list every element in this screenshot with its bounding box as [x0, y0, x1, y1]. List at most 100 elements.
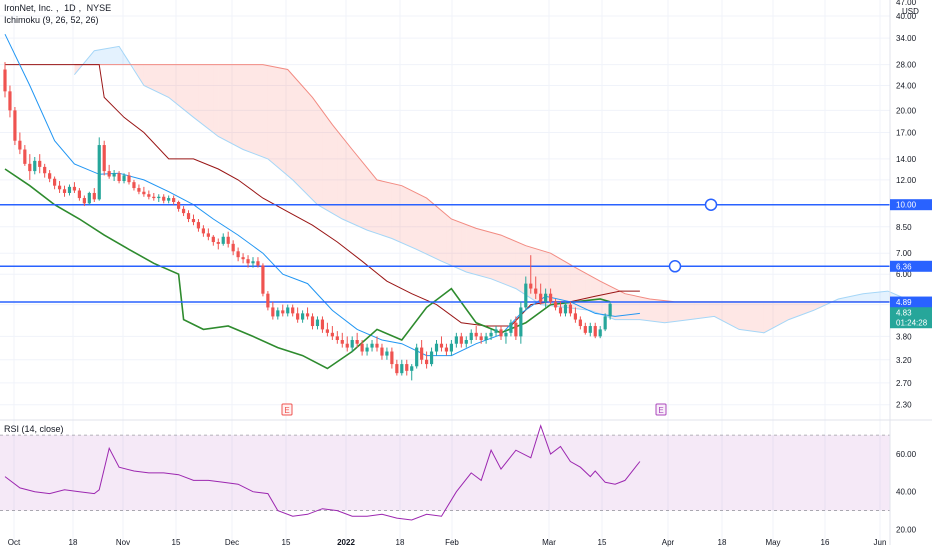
cloud-segment — [148, 64, 154, 91]
cloud-segment — [367, 166, 373, 232]
candle-body — [573, 313, 577, 320]
candle-body — [67, 186, 72, 193]
price-tick-label: 3.80 — [896, 332, 912, 341]
candle-body — [72, 186, 77, 191]
cloud-segment — [510, 239, 516, 289]
cloud-segment — [386, 182, 392, 239]
candle-body — [201, 228, 205, 234]
price-label-text: 10.00 — [896, 201, 917, 210]
time-tick-label: Nov — [116, 538, 130, 547]
candle-body — [395, 364, 399, 374]
price-tick-label: 20.00 — [896, 106, 917, 115]
candle-body — [420, 347, 424, 360]
price-tick-label: 3.20 — [896, 356, 912, 365]
cloud-segment — [332, 124, 338, 217]
symbol-name[interactable]: IronNet, Inc. — [4, 3, 54, 13]
candle-body — [266, 293, 270, 308]
candle-body — [479, 336, 483, 341]
cloud-segment — [461, 222, 467, 272]
cloud-segment — [694, 301, 700, 319]
cloud-segment — [634, 295, 640, 320]
cloud-segment — [411, 190, 417, 250]
candle-body — [355, 340, 359, 344]
candles — [3, 62, 612, 381]
cloud-segment — [877, 291, 883, 302]
cloud-segment — [178, 64, 184, 110]
cloud-segment — [679, 301, 685, 321]
candle-body — [415, 347, 419, 367]
cloud-segment — [858, 293, 864, 302]
candle-body — [102, 145, 106, 172]
cloud-segment — [540, 250, 546, 306]
candle-body — [305, 313, 310, 317]
price-tick-label: 2.30 — [896, 401, 912, 410]
rsi-legend[interactable]: RSI (14, close) — [4, 424, 64, 434]
cloud-segment — [496, 233, 501, 283]
cloud-segment — [431, 201, 437, 259]
cloud-segment — [639, 296, 645, 321]
candle-body — [276, 310, 280, 317]
candle-body — [370, 343, 374, 348]
candle-body — [539, 293, 543, 302]
cloud-segment — [208, 64, 214, 133]
level-handle — [668, 260, 682, 273]
cloud-segment — [89, 50, 95, 65]
candle-body — [499, 329, 503, 337]
cloud-segment — [297, 79, 303, 190]
cloud-segment — [620, 291, 625, 320]
interval-label[interactable]: 1D — [64, 3, 76, 13]
price-label-box — [890, 260, 932, 272]
rsi-tick-label: 60.00 — [896, 450, 917, 459]
candle-body — [474, 332, 478, 337]
price-label-box — [890, 296, 932, 308]
cloud-segment — [302, 85, 308, 195]
price-tick-label: 12.00 — [896, 176, 917, 185]
candle-body — [38, 160, 42, 167]
rsi-pane: 60.00 40.00 20.00 — [0, 419, 932, 534]
time-axis[interactable]: Oct 18 Nov 15 Dec 15 2022 18 Feb Mar 15 Apr 18 May 16 J… — [8, 538, 887, 547]
cloud-segment — [853, 294, 859, 302]
cloud-segment — [739, 301, 745, 331]
horizontal-levels[interactable] — [0, 198, 890, 303]
candle-body — [132, 182, 136, 189]
cloud-segment — [659, 300, 665, 323]
cloud-segment — [481, 229, 487, 278]
cloud-segment — [545, 251, 551, 306]
candle-body — [62, 189, 67, 193]
price-label-text: 4.83 — [896, 309, 912, 318]
candle-body — [454, 336, 458, 344]
cloud-segment — [223, 64, 229, 142]
cloud-segment — [441, 210, 447, 264]
ichimoku-legend[interactable]: Ichimoku (9, 26, 52, 26) — [4, 15, 99, 25]
cloud-segment — [421, 195, 427, 255]
cloud-segment — [600, 281, 606, 316]
candle-body — [360, 343, 364, 352]
price-axis[interactable]: 47.00USD40.0034.0028.0024.0020.0017.0014… — [889, 0, 932, 545]
cloud-segment — [362, 160, 368, 231]
level-handle — [704, 198, 718, 211]
cloud-segment — [570, 264, 576, 309]
candle-body — [261, 265, 265, 294]
earnings-label: E — [284, 406, 289, 415]
candle-body — [325, 329, 329, 333]
candle-body — [588, 326, 592, 333]
earnings-label: E — [658, 406, 663, 415]
cloud-segment — [629, 294, 635, 320]
cloud-segment — [882, 291, 888, 302]
candle-body — [563, 304, 568, 314]
cloud-segment — [575, 267, 581, 310]
candle-body — [181, 208, 186, 214]
time-tick-label: 2022 — [337, 538, 355, 547]
cloud-segment — [372, 173, 377, 234]
cloud-segment — [654, 299, 660, 323]
cloud-segment — [505, 237, 511, 287]
candle-body — [375, 343, 379, 348]
cloud-segment — [798, 301, 804, 316]
cloud-segment — [401, 185, 407, 245]
candle-body — [335, 336, 339, 341]
candle-body — [439, 343, 444, 348]
cloud-segment — [768, 301, 774, 331]
time-tick-label: 15 — [282, 538, 291, 547]
